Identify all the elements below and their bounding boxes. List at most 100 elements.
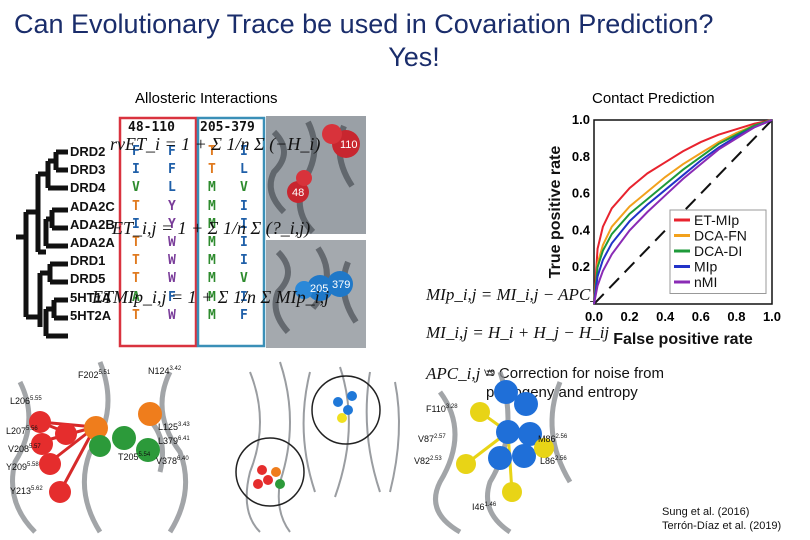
msa-residue: M (208, 235, 216, 250)
msa-residue: W (168, 253, 176, 269)
species-label: ADA2B (70, 216, 115, 232)
residue-label: L2075.56 (6, 426, 38, 436)
residue-label: Y2095.58 (6, 462, 39, 472)
msa-residue: M (208, 180, 216, 196)
chart-ytick-label: 1.0 (572, 112, 590, 127)
chart-ytick-label: 0.8 (572, 149, 590, 164)
msa-residue: T (132, 307, 140, 323)
msa-residue: V (240, 180, 248, 196)
msa-residue: M (208, 307, 216, 323)
title-line1: Can Evolutionary Trace be used in Covari… (14, 9, 714, 39)
msa-residue: L (168, 180, 176, 196)
msa-residue: I (132, 162, 140, 178)
chart-ytick-label: 0.6 (572, 186, 590, 201)
structure-panels (0, 352, 573, 540)
chart-xtick-label: 0.6 (692, 309, 710, 324)
residue-label: Y2135.62 (10, 486, 43, 496)
residue-379-sphere (327, 271, 353, 297)
msa-residue: W (168, 235, 176, 250)
species-label: 5HT2A (70, 307, 112, 323)
chart-xtick-label: 0.8 (727, 309, 745, 324)
msa-residue: T (208, 162, 216, 178)
chart-xtick-label: 0.4 (656, 309, 675, 324)
msa-residue: I (132, 216, 140, 232)
chart-xlabel: False positive rate (613, 331, 753, 348)
residue-tag-110: 110 (340, 139, 358, 151)
structure-left (0, 352, 210, 540)
chart-legend-label: DCA-FN (694, 228, 747, 244)
residue-label: L3796.41 (158, 436, 190, 446)
residue-label: V3786.40 (156, 456, 189, 466)
allosteric-panel: 110 48 205 379 (16, 116, 366, 348)
chart-series-line-nmi (593, 119, 773, 305)
equation-etmip: ETMIp_i,j = 1 + Σ 1/n Σ MIp_i,j (92, 287, 330, 307)
equation-mi: MI_i,j = H_i + H_j − H_ij (426, 323, 610, 342)
msa-residue: V (132, 180, 140, 196)
residue-label: V2085.57 (8, 444, 41, 454)
msa-residue: F (168, 144, 176, 159)
msa-residue: M (208, 271, 216, 287)
equation-rvet: rvET_i = 1 + Σ 1/n Σ (−H_i) (110, 134, 321, 154)
residue-tag-205: 205 (310, 283, 328, 295)
residue-label: T2055.54 (118, 452, 151, 462)
msa-residue: T (208, 144, 216, 159)
species-label: 5HT1A (70, 289, 112, 305)
msa-residue: F (168, 162, 176, 178)
msa-residue: M (208, 216, 216, 232)
equation-apc-symbol: APC_i,j (426, 364, 481, 383)
msa-box-red (118, 116, 198, 348)
chart-ytick-label: 0.2 (572, 259, 590, 274)
contact-label: Contact Prediction (592, 90, 715, 107)
msa-residue: I (240, 253, 248, 269)
citation-2: Terrón-Díaz et al. (2019) (662, 520, 782, 532)
msa-residue: A (132, 289, 140, 305)
chart-series-line-dca-fn (593, 119, 773, 305)
chart-ytick-label: 0.4 (572, 222, 591, 237)
species-label: DRD1 (70, 253, 106, 269)
msa-residue: Y (168, 198, 176, 214)
msa-residue: M (208, 289, 216, 305)
msa-residue: Y (168, 216, 176, 232)
roc-chart: 0.0 0.2 0.4 0.6 0.8 1.0 0.2 0.4 0.6 0.8 1.0 ET-MIp… (547, 112, 781, 348)
chart-xtick-label: 1.0 (763, 309, 781, 324)
residue-label: I461.46 (472, 502, 497, 512)
chart-legend-label: ET-MIp (694, 212, 739, 228)
msa-box-blue (196, 116, 266, 348)
msa-residue: I (240, 216, 248, 232)
residue-tag-48: 48 (292, 187, 304, 199)
msa-residue: L (240, 162, 248, 178)
msa-header-col2: 205-379 (200, 120, 255, 135)
residue-label: F2025.51 (78, 370, 111, 380)
msa-header-col1: 48-110 (128, 120, 175, 135)
structure-middle (235, 361, 400, 533)
chart-legend-label: DCA-DI (694, 243, 742, 259)
residue-label: N1243.42 (148, 366, 182, 376)
msa-residue: F (132, 144, 140, 159)
residue-label: L1253.43 (158, 422, 190, 432)
msa-residue: M (208, 253, 216, 269)
phylogenetic-tree (16, 149, 68, 339)
equation-et-pair: ET_i,j = 1 + Σ 1/n Σ (?_i,j) (112, 218, 311, 238)
chart-series-line-mip (593, 119, 773, 305)
msa-residue: I (240, 235, 248, 250)
msa-residue: F (240, 307, 248, 323)
msa-residue: M (208, 198, 216, 214)
chart-legend-label: nMI (694, 274, 717, 290)
allosteric-label: Allosteric Interactions (135, 90, 278, 107)
residue-label: V872.57 (418, 434, 446, 444)
msa-residue: T (132, 235, 140, 250)
chart-xtick-label: 0.2 (621, 309, 639, 324)
chart-legend-label: MIp (694, 259, 718, 275)
msa-residue: W (168, 271, 176, 287)
species-label: ADA2C (70, 198, 115, 214)
msa-residue: W (168, 307, 176, 323)
chart-xtick-label: 0.0 (585, 309, 603, 324)
chart-series-line-et-mip (593, 119, 773, 305)
title-line2: Yes! (388, 42, 440, 72)
species-label: DRD4 (70, 180, 106, 196)
msa-residue: T (132, 198, 140, 214)
msa-residue: T (132, 253, 140, 269)
msa-residue: T (132, 271, 140, 287)
residue-label: V9 (484, 368, 496, 378)
msa-residue: V (240, 271, 248, 287)
